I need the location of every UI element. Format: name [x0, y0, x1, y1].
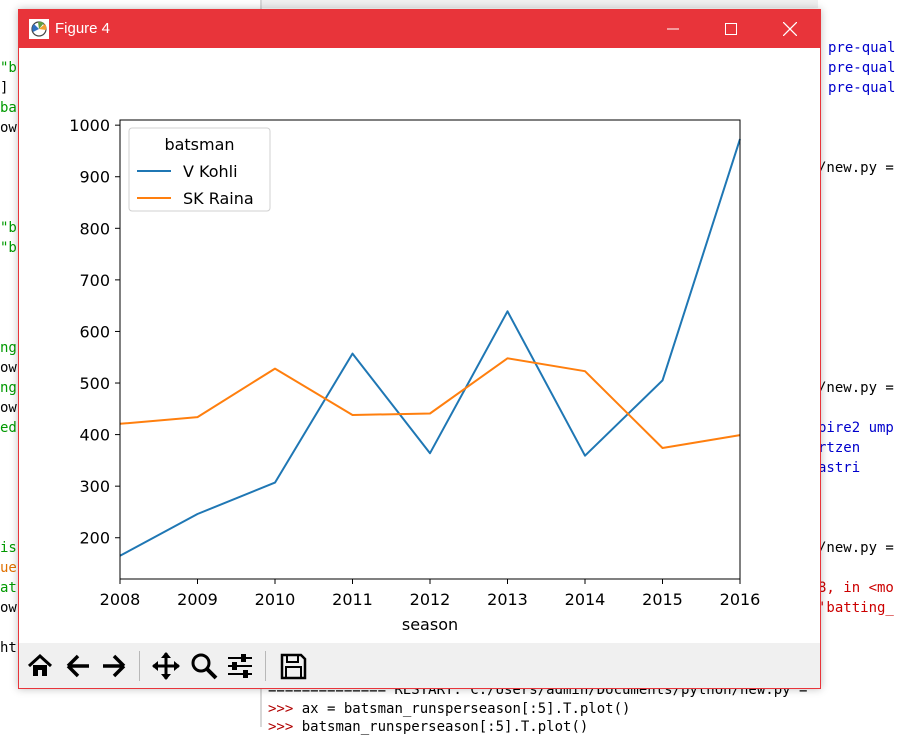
editor-code-line: ng	[0, 340, 17, 356]
x-axis-label: season	[402, 615, 458, 634]
matplotlib-app-icon	[29, 19, 49, 39]
editor-code-line: ue	[0, 560, 17, 576]
editor-code-line: is	[0, 540, 17, 556]
series-line-sk-raina	[119, 357, 741, 449]
save-icon	[280, 653, 307, 680]
minimize-button[interactable]	[650, 10, 696, 48]
maximize-icon	[725, 23, 737, 35]
sliders-icon	[228, 654, 252, 678]
editor-code-line: ow	[0, 120, 17, 136]
configure-subplots-button[interactable]	[223, 649, 257, 683]
editor-code-line: at	[0, 580, 17, 596]
x-tick-label: 2016	[720, 590, 761, 609]
shell-prompt: >>>	[268, 701, 294, 717]
line-chart: 2008 2009 2010 2011 2012 2013 2014 2015 2016 200 3…	[69, 116, 761, 634]
shell-line-2[interactable]: >>> batsman_runsperseason[:5].T.plot()	[268, 717, 588, 737]
arrow-right-icon	[103, 654, 126, 678]
title-bar[interactable]: Figure 4	[19, 10, 820, 48]
x-tick-label: 2015	[642, 590, 683, 609]
home-icon	[27, 653, 53, 676]
shell-code: ax = batsman_runsperseason[:5].T.plot()	[301, 701, 631, 717]
legend-title: batsman	[164, 135, 234, 154]
legend-label: V Kohli	[183, 162, 238, 181]
y-tick-label: 1000	[69, 116, 110, 135]
editor-code-line: "b	[0, 60, 17, 76]
shell-code: batsman_runsperseason[:5].T.plot()	[301, 719, 589, 735]
back-button[interactable]	[61, 649, 95, 683]
x-tick-label: 2009	[177, 590, 218, 609]
editor-code-line: ng	[0, 380, 17, 396]
navigation-toolbar	[19, 643, 820, 688]
editor-code-line: ow	[0, 360, 17, 376]
y-tick-label: 800	[79, 219, 110, 238]
shell-output-line: /new.py =	[818, 380, 894, 396]
forward-button[interactable]	[97, 649, 131, 683]
x-tick-label: 2014	[565, 590, 606, 609]
y-tick-label: 900	[79, 168, 110, 187]
y-tick-label: 500	[79, 374, 110, 393]
y-tick-label: 300	[79, 477, 110, 496]
window-title: Figure 4	[55, 20, 111, 37]
minimize-icon	[667, 28, 679, 30]
y-tick-label: 200	[79, 529, 110, 548]
x-tick-label: 2008	[100, 590, 141, 609]
shell-output-line: /new.py =	[818, 160, 894, 176]
toolbar-separator	[139, 651, 140, 681]
shell-top-strip	[262, 0, 818, 8]
editor-code-line: ow	[0, 600, 17, 616]
editor-code-line: "b	[0, 240, 17, 256]
close-icon	[783, 22, 797, 36]
legend-label: SK Raina	[183, 189, 254, 208]
shell-output-line: pre-qual	[828, 60, 896, 76]
y-tick-label: 400	[79, 426, 110, 445]
shell-output-line: astri	[818, 460, 861, 476]
maximize-button[interactable]	[708, 10, 754, 48]
close-button[interactable]	[767, 10, 813, 48]
shell-output-line: pre-qual	[828, 80, 896, 96]
shell-prompt: >>>	[268, 719, 294, 735]
legend-box	[128, 127, 271, 212]
shell-output-line: 'batting_	[818, 600, 894, 616]
pan-button[interactable]	[149, 649, 183, 683]
series-line-v-kohli	[119, 138, 741, 557]
y-tick-label: 600	[79, 322, 110, 341]
zoom-icon	[191, 653, 218, 680]
x-tick-label: 2013	[487, 590, 528, 609]
editor-code-line: ]	[0, 80, 9, 96]
editor-code-line: ba	[0, 100, 17, 116]
editor-code-line: ed	[0, 420, 17, 436]
editor-code-line: "b	[0, 220, 17, 236]
plot-canvas[interactable]: 2008 2009 2010 2011 2012 2013 2014 2015 2016 200 3…	[19, 48, 820, 643]
figure-window: Figure 4 2008 2009 2010 2011 2012 2013 2014 201…	[18, 9, 821, 689]
shell-output-line: pire2 ump	[818, 420, 894, 436]
shell-window-right	[818, 0, 903, 727]
shell-output-line: pre-qual	[828, 40, 896, 56]
toolbar-separator	[265, 651, 266, 681]
x-tick-label: 2010	[255, 590, 296, 609]
shell-output-line: 8, in <mo	[818, 580, 894, 596]
save-button[interactable]	[276, 649, 310, 683]
home-button[interactable]	[23, 649, 57, 683]
shell-line-1[interactable]: >>> ax = batsman_runsperseason[:5].T.plo…	[268, 699, 630, 719]
editor-code-line: ht	[0, 640, 17, 656]
zoom-button[interactable]	[187, 649, 221, 683]
arrow-left-icon	[66, 654, 89, 678]
y-tick-label: 700	[79, 271, 110, 290]
x-tick-label: 2012	[410, 590, 451, 609]
move-icon	[152, 652, 180, 680]
shell-output-line: rtzen	[818, 440, 861, 456]
x-tick-label: 2011	[332, 590, 373, 609]
shell-output-line: /new.py =	[818, 540, 894, 556]
editor-code-line: ow	[0, 400, 17, 416]
